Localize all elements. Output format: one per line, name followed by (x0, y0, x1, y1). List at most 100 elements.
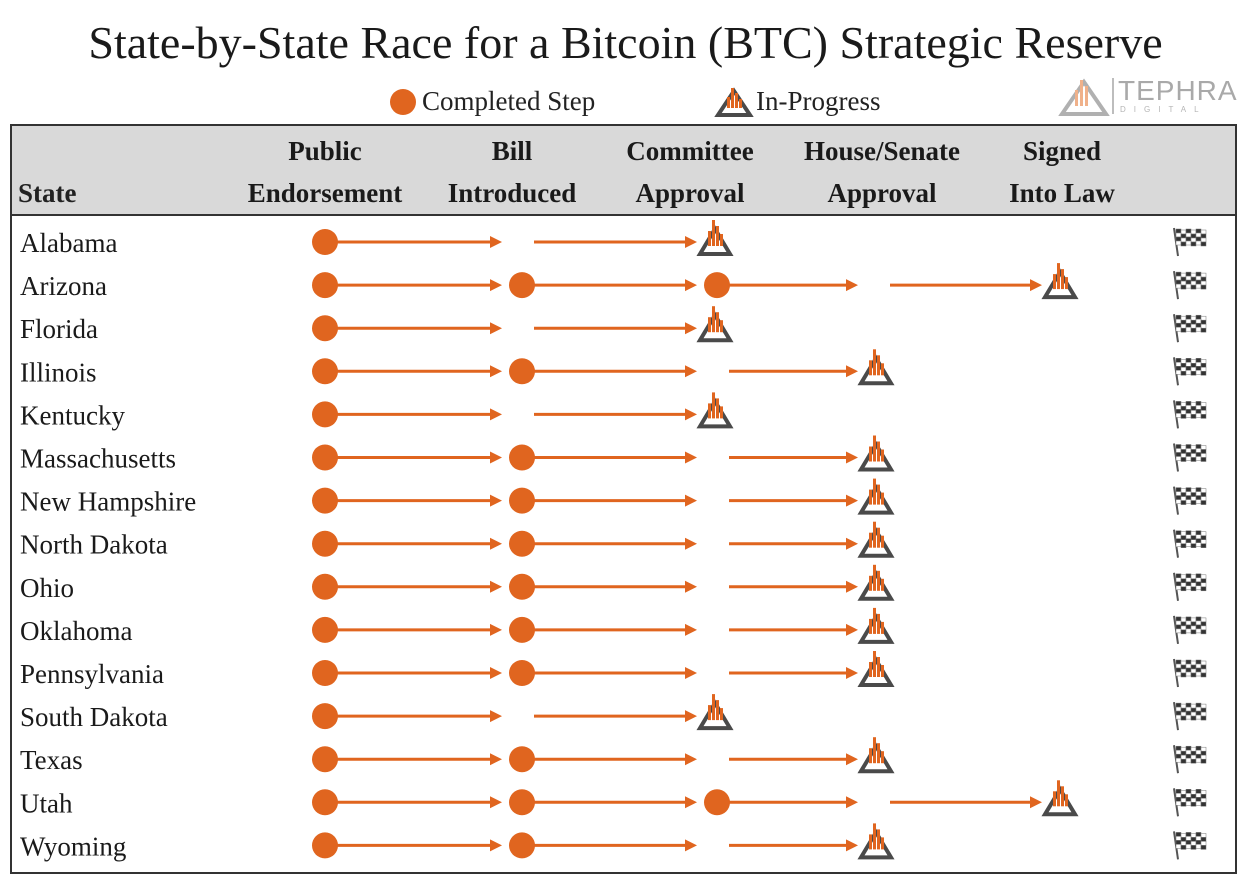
connector-arrow (846, 494, 858, 507)
stage-header-1-line1: Public (288, 136, 362, 166)
brand-divider (1112, 78, 1114, 114)
connector-arrow (685, 796, 697, 809)
completed-step-dot (312, 444, 338, 471)
stage-header-3-line2: Approval (635, 178, 745, 208)
table-row-kentucky: Kentucky (20, 392, 1207, 430)
completed-step-dot (509, 487, 535, 514)
checkered-flag-icon (1173, 615, 1207, 645)
completed-step-dot (312, 358, 338, 385)
brand-name: TEPHRA (1118, 75, 1238, 106)
connector-arrow (685, 279, 697, 292)
stage-header-4-line2: Approval (827, 178, 937, 208)
stage-header-2-line2: Introduced (447, 178, 577, 208)
stage-header-2-line1: Bill (491, 136, 533, 166)
in-progress-triangle-icon (857, 521, 895, 558)
tephra-logo-icon (1058, 78, 1110, 116)
state-label: New Hampshire (20, 487, 196, 517)
completed-step-dot (312, 401, 338, 428)
table-row-florida: Florida (20, 306, 1207, 344)
table-row-massachusetts: Massachusetts (20, 435, 1207, 474)
state-label: Florida (20, 314, 98, 344)
connector-arrow (685, 365, 697, 378)
in-progress-triangle-icon (696, 306, 734, 343)
completed-step-dot (312, 573, 338, 600)
completed-step-dot (509, 444, 535, 471)
brand-logo: TEPHRA DIGITAL (1058, 74, 1238, 118)
state-label: Kentucky (20, 400, 125, 430)
connector-arrow (490, 537, 502, 550)
connector-arrow (685, 408, 697, 421)
completed-step-dot (509, 660, 535, 686)
in-progress-triangle-icon (857, 349, 895, 386)
completed-dot-icon (390, 89, 416, 115)
connector-arrow (846, 451, 858, 464)
table-row-illinois: Illinois (20, 349, 1207, 387)
checkered-flag-icon (1173, 658, 1207, 688)
completed-step-dot (312, 272, 338, 299)
connector-arrow (490, 365, 502, 378)
table-frame (10, 124, 1237, 874)
completed-step-dot (509, 530, 535, 557)
connector-arrow (490, 839, 502, 852)
connector-arrow (490, 236, 502, 248)
connector-arrow (490, 667, 502, 679)
table-row-oklahoma: Oklahoma (20, 607, 1207, 646)
connector-arrow (490, 580, 502, 593)
table-row-north-dakota: North Dakota (20, 521, 1207, 560)
table-row-texas: Texas (20, 737, 1207, 775)
legend-label-in-progress: In-Progress (756, 86, 881, 116)
table-row-pennsylvania: Pennsylvania (20, 651, 1207, 689)
checkered-flag-icon (1173, 486, 1207, 515)
checkered-flag-icon (1173, 529, 1207, 558)
state-label: Texas (20, 745, 83, 775)
state-label: Utah (20, 788, 73, 818)
completed-step-dot (704, 272, 730, 299)
checkered-flag-icon (1173, 270, 1207, 300)
connector-arrow (685, 623, 697, 636)
connector-arrow (846, 365, 858, 378)
completed-step-dot (509, 616, 535, 643)
stage-header-4-line1: House/Senate (803, 136, 960, 166)
connector-arrow (846, 753, 858, 766)
stage-header-5-line2: Into Law (1009, 178, 1115, 208)
completed-step-dot (509, 573, 535, 600)
completed-step-dot (312, 229, 338, 255)
connector-arrow (685, 580, 697, 593)
completed-step-dot (509, 272, 535, 299)
connector-arrow (685, 710, 697, 723)
connector-arrow (490, 796, 502, 809)
state-label: Alabama (20, 228, 117, 258)
table-row-alabama: Alabama (20, 220, 1207, 258)
completed-step-dot (312, 487, 338, 514)
connector-arrow (685, 494, 697, 507)
table-row-south-dakota: South Dakota (20, 694, 1207, 732)
in-progress-triangle-icon (857, 737, 895, 774)
state-label: Illinois (20, 357, 97, 387)
in-progress-triangle-icon (857, 823, 895, 860)
checkered-flag-icon (1173, 357, 1207, 386)
table-row-utah: Utah (20, 780, 1207, 818)
in-progress-triangle-icon (714, 87, 754, 117)
in-progress-triangle-icon (857, 435, 895, 472)
completed-step-dot (509, 789, 535, 816)
state-label: Ohio (20, 573, 74, 603)
in-progress-triangle-icon (857, 478, 895, 515)
completed-step-dot (312, 703, 338, 730)
state-label: Pennsylvania (20, 659, 164, 689)
connector-arrow (846, 667, 858, 679)
completed-step-dot (312, 832, 338, 859)
connector-arrow (685, 451, 697, 464)
brand-subtitle: DIGITAL (1120, 105, 1207, 114)
connector-arrow (846, 623, 858, 636)
connector-arrow (685, 537, 697, 550)
checkered-flag-icon (1173, 400, 1207, 429)
completed-step-dot (312, 315, 338, 342)
connector-arrow (1030, 796, 1042, 809)
chart-title: State-by-State Race for a Bitcoin (BTC) … (88, 17, 1163, 68)
in-progress-triangle-icon (696, 220, 734, 256)
completed-step-dot (312, 746, 338, 773)
state-label: Wyoming (20, 831, 126, 861)
checkered-flag-icon (1173, 314, 1207, 343)
connector-arrow (846, 537, 858, 550)
table-header-band (12, 126, 1235, 216)
